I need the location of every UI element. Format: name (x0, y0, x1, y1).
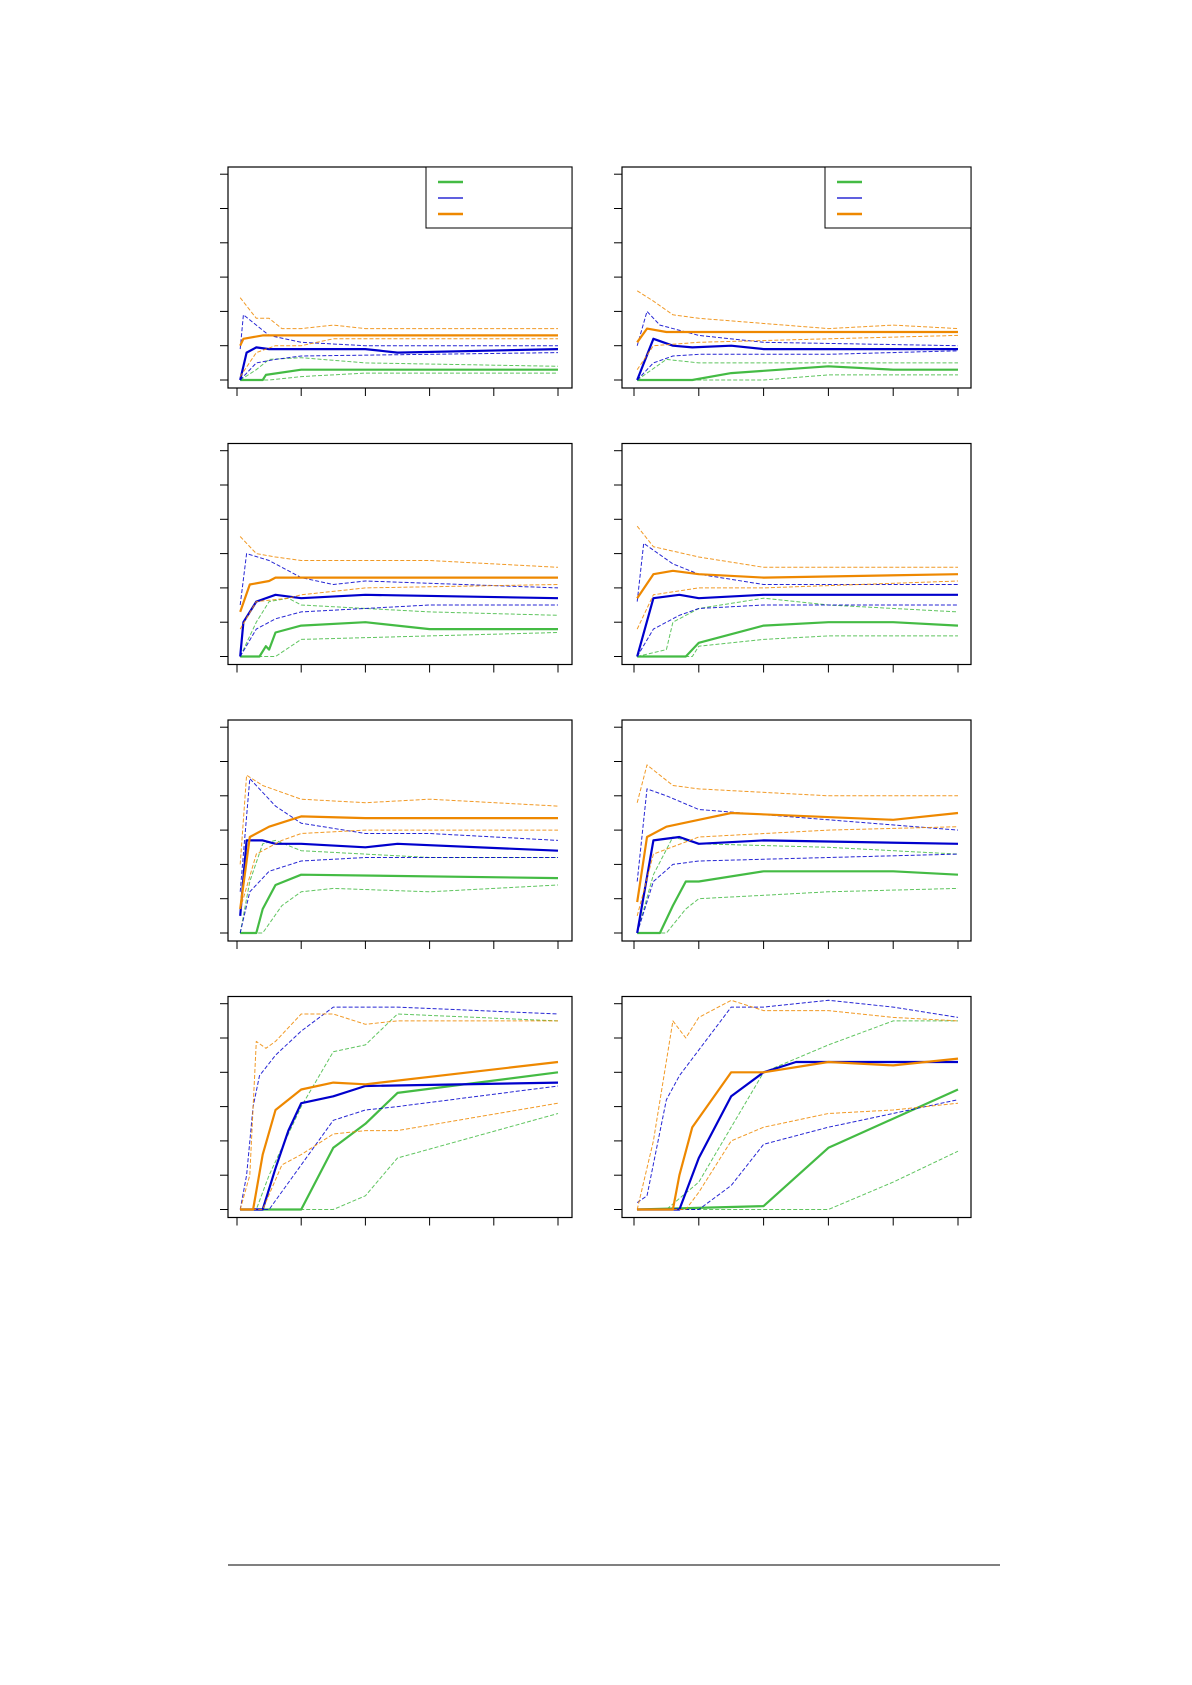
panel-row1-right (614, 166, 972, 396)
series-blue-mid (239, 593, 559, 657)
series-orange-hi (636, 290, 959, 330)
series-green-hi (239, 839, 558, 934)
series-green-mid (240, 621, 558, 658)
series-green-lo (240, 884, 559, 934)
series-blue-lo (239, 857, 558, 934)
series-green-mid (637, 365, 958, 382)
series-orange-lo (239, 584, 559, 630)
series-orange-mid (637, 1057, 959, 1211)
series-orange-lo (636, 334, 959, 370)
series-blue-mid (636, 835, 959, 934)
series-blue-lo (636, 853, 959, 934)
series-green-hi (239, 357, 559, 381)
series-orange-mid (239, 334, 558, 347)
series-green-lo (637, 635, 958, 657)
plot-frame (621, 719, 972, 942)
panel-row2-left (220, 442, 573, 673)
series-green-hi (240, 1013, 559, 1210)
series-blue-hi (636, 788, 959, 882)
plot-frame (621, 442, 972, 666)
series-blue-hi (239, 1006, 559, 1210)
panel-row1-left (220, 166, 573, 396)
series-orange-lo (239, 338, 558, 377)
series-orange-lo (636, 580, 959, 630)
series-orange-mid (636, 569, 959, 599)
series-blue-mid (240, 1081, 559, 1211)
series-blue-lo (240, 1085, 559, 1210)
series-blue-hi (636, 999, 959, 1204)
series-green-mid (240, 1071, 559, 1211)
series-green-hi (637, 1020, 958, 1210)
series-orange-hi (239, 297, 558, 330)
series-blue-lo (239, 604, 558, 657)
series-blue-mid (239, 346, 559, 381)
series-blue-mid (636, 337, 958, 381)
series-orange-mid (239, 576, 558, 613)
series-blue-hi (636, 310, 959, 347)
series-green-hi (636, 836, 959, 934)
series-green-lo (637, 887, 959, 934)
series-orange-mid (240, 1060, 559, 1211)
series-orange-lo (636, 826, 959, 917)
series-orange-mid (636, 811, 959, 903)
series-blue-hi (636, 542, 958, 602)
series-orange-lo (240, 1102, 559, 1210)
series-blue-hi (239, 314, 558, 350)
series-blue-hi (239, 778, 559, 892)
series-orange-lo (239, 829, 558, 910)
series-orange-mid (239, 815, 558, 910)
series-orange-hi (239, 1013, 558, 1210)
series-green-mid (637, 870, 959, 935)
series-orange-hi (239, 536, 559, 568)
series-blue-mid (636, 593, 958, 657)
series-blue-lo (636, 350, 959, 381)
series-orange-hi (636, 999, 959, 1210)
series-blue-lo (636, 604, 958, 657)
series-green-lo (240, 1113, 559, 1210)
series-green-lo (240, 632, 559, 657)
series-green-mid (240, 368, 558, 382)
series-blue-lo (637, 1099, 959, 1210)
series-green-hi (636, 358, 958, 381)
series-orange-mid (636, 327, 958, 343)
panel-row4-left (220, 995, 573, 1226)
series-orange-hi (636, 764, 958, 803)
series-orange-hi (636, 525, 958, 568)
series-green-lo (637, 1150, 959, 1210)
series-green-lo (637, 374, 958, 381)
series-blue-lo (239, 352, 559, 381)
panel-row2-right (614, 442, 972, 673)
legend-box (824, 166, 972, 229)
series-green-mid (240, 873, 559, 935)
panel-row4-right (614, 995, 972, 1226)
series-green-mid (637, 621, 959, 658)
series-green-lo (240, 372, 558, 381)
panel-row3-right (614, 719, 972, 949)
series-green-hi (637, 597, 959, 657)
series-orange-hi (239, 774, 559, 865)
panel-row3-left (220, 719, 573, 949)
series-green-hi (239, 597, 559, 657)
